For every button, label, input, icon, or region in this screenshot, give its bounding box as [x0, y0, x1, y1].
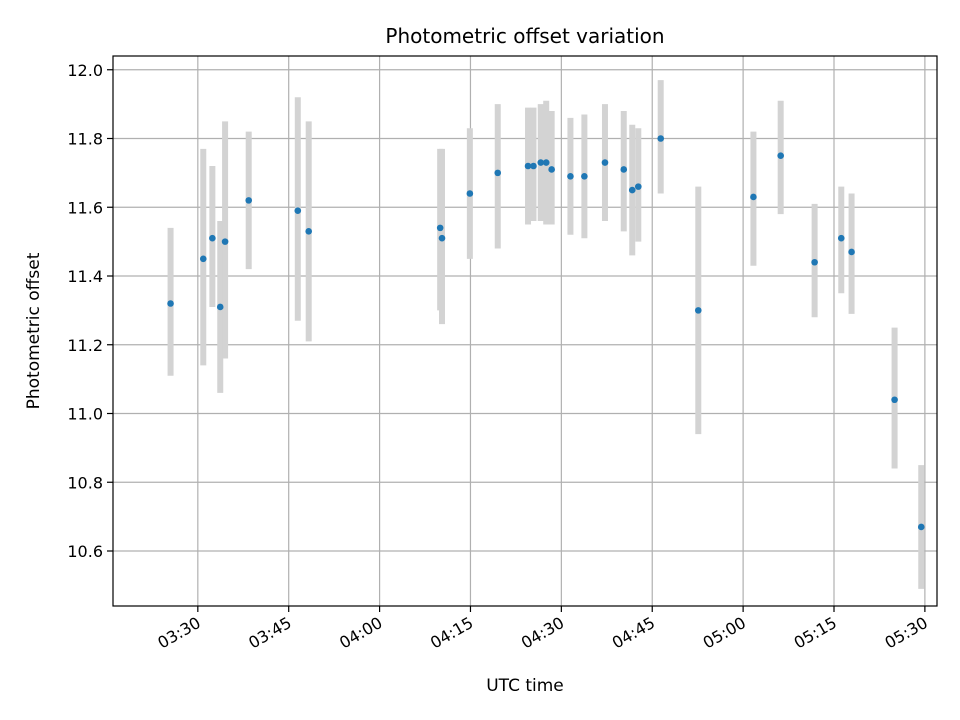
data-point	[777, 152, 784, 159]
data-point	[635, 183, 642, 190]
data-point	[620, 166, 628, 173]
data-point	[694, 307, 702, 314]
data-point	[524, 162, 532, 170]
data-point	[837, 234, 845, 242]
data-point	[548, 166, 555, 173]
data-point	[750, 193, 757, 201]
y-tick-label: 11.2	[67, 336, 103, 355]
y-tick-label: 11.6	[67, 198, 103, 217]
data-point	[305, 228, 313, 235]
y-tick-label: 10.6	[67, 542, 103, 561]
data-point	[438, 234, 446, 242]
data-point	[209, 234, 216, 242]
data-point	[221, 238, 229, 245]
grid	[113, 56, 937, 606]
data-point	[542, 159, 550, 166]
data-point	[294, 207, 302, 214]
data-point	[917, 523, 925, 531]
data-point	[891, 396, 898, 404]
y-axis-label: Photometric offset	[24, 252, 44, 409]
data-point	[167, 300, 174, 307]
y-tick-label: 11.4	[67, 267, 103, 286]
data-point	[811, 258, 818, 266]
y-axis-ticks: 10.6 10.8 11.0 11.2 11.4 11.6 11.8 12.0	[67, 61, 113, 561]
data-point	[581, 173, 588, 180]
data-point	[848, 248, 855, 256]
data-point	[216, 303, 224, 311]
data-point	[199, 255, 207, 263]
data-point	[628, 186, 636, 194]
data-points	[167, 135, 925, 531]
plot-frame	[112, 55, 938, 607]
y-tick-label: 12.0	[67, 61, 103, 80]
data-point	[601, 159, 609, 166]
data-point	[494, 169, 502, 177]
data-point	[657, 135, 665, 142]
data-point	[530, 162, 537, 170]
y-tick-label: 11.0	[67, 405, 103, 424]
data-point	[537, 159, 545, 166]
data-point	[436, 224, 444, 232]
x-axis-label: UTC time	[486, 676, 564, 696]
y-tick-label: 10.8	[67, 473, 103, 492]
data-point	[245, 197, 253, 204]
data-point	[466, 190, 474, 197]
data-point	[567, 173, 574, 180]
y-tick-label: 11.8	[67, 130, 103, 149]
chart-title: Photometric offset variation	[385, 24, 664, 48]
